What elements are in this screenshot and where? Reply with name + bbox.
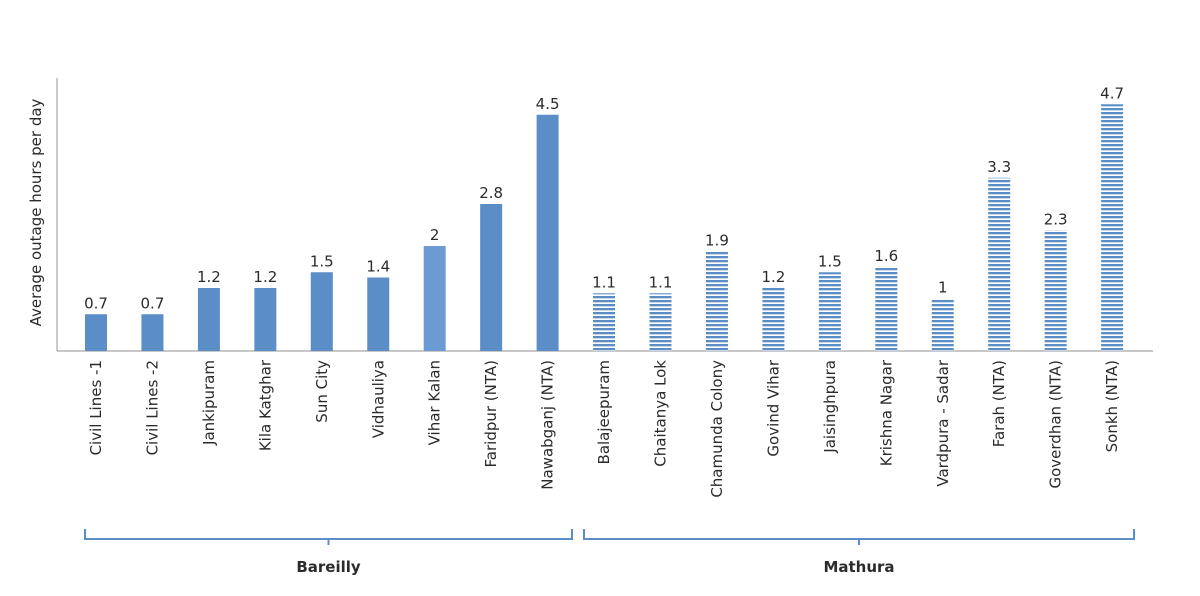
data-label: 2.3 — [1044, 210, 1068, 228]
group-bracket — [583, 529, 1135, 545]
x-tick-label: Jankipuram — [200, 360, 218, 446]
x-tick-label: Nawabganj (NTA) — [539, 360, 557, 490]
x-tick-label: Goverdhan (NTA) — [1047, 360, 1065, 489]
data-label: 4.5 — [536, 95, 560, 113]
x-tick-label: Sonkh (NTA) — [1103, 360, 1121, 452]
data-label: 2.8 — [479, 184, 503, 202]
data-label: 1.6 — [874, 247, 898, 265]
bar-civil-lines-1 — [85, 314, 107, 351]
bar-vidhauliya — [367, 277, 390, 351]
x-tick-label: Kila Katghar — [256, 359, 274, 451]
x-tick-label: Sun City — [313, 360, 331, 423]
x-tick-label: Chaitanya Lok — [652, 360, 670, 467]
data-label: 0.7 — [141, 294, 165, 312]
bar-civil-lines-2 — [141, 314, 164, 351]
data-label: 2 — [430, 226, 440, 244]
bar-balajeepuram — [593, 293, 616, 351]
data-label: 1.5 — [818, 252, 842, 270]
data-label: 1.4 — [366, 258, 390, 276]
x-tick-label: Krishna Nagar — [877, 359, 895, 466]
bar-vihar-kalan — [423, 246, 446, 351]
data-label: 1.9 — [705, 231, 729, 249]
bar-krishna-nagar — [875, 267, 898, 351]
x-tick-label: Jaisinghpura — [821, 360, 839, 454]
bar-jankipuram — [197, 288, 220, 351]
x-tick-label: Civil Lines -2 — [143, 360, 161, 455]
bar-sonkh-nta — [1101, 104, 1124, 351]
data-label: 4.7 — [1100, 84, 1124, 102]
bar-sun-city — [310, 272, 333, 351]
x-tick-label: Balajeepuram — [595, 360, 613, 464]
bar-jaisinghpura — [818, 272, 841, 351]
bar-chamunda-colony — [705, 251, 728, 351]
data-label: 1 — [938, 279, 948, 297]
data-label: 1.2 — [761, 268, 785, 286]
data-label: 1.2 — [253, 268, 277, 286]
x-tick-label: Vidhauliya — [369, 360, 387, 438]
bar-vardpura-sadar — [931, 298, 954, 351]
data-label: 0.7 — [84, 294, 108, 312]
group-label: Mathura — [823, 558, 894, 576]
bar-chaitanya-lok — [649, 293, 672, 351]
group-bracket — [84, 529, 573, 545]
bar-govind-vihar — [762, 288, 785, 351]
bar-nawabganj-nta — [536, 114, 559, 351]
x-tick-label: Govind Vihar — [764, 359, 782, 456]
x-tick-label: Chamunda Colony — [708, 360, 726, 498]
data-label: 1.1 — [592, 273, 616, 291]
x-tick-label: Farah (NTA) — [990, 360, 1008, 447]
group-label: Bareilly — [296, 558, 361, 576]
bar-faridpur-nta — [480, 204, 503, 351]
bar-farah-nta — [988, 177, 1011, 351]
data-label: 1.5 — [310, 252, 334, 270]
x-tick-label: Civil Lines -1 — [87, 360, 105, 455]
bar-goverdhan-nta — [1044, 230, 1067, 351]
data-label: 1.1 — [649, 273, 673, 291]
x-tick-label: Faridpur (NTA) — [482, 360, 500, 467]
data-label: 1.2 — [197, 268, 221, 286]
y-axis-title: Average outage hours per day — [27, 98, 45, 326]
bar-kila-katghar — [254, 288, 277, 351]
x-tick-label: Vihar Kalan — [426, 360, 444, 445]
x-tick-label: Vardpura - Sadar — [934, 359, 952, 486]
data-label: 3.3 — [987, 158, 1011, 176]
